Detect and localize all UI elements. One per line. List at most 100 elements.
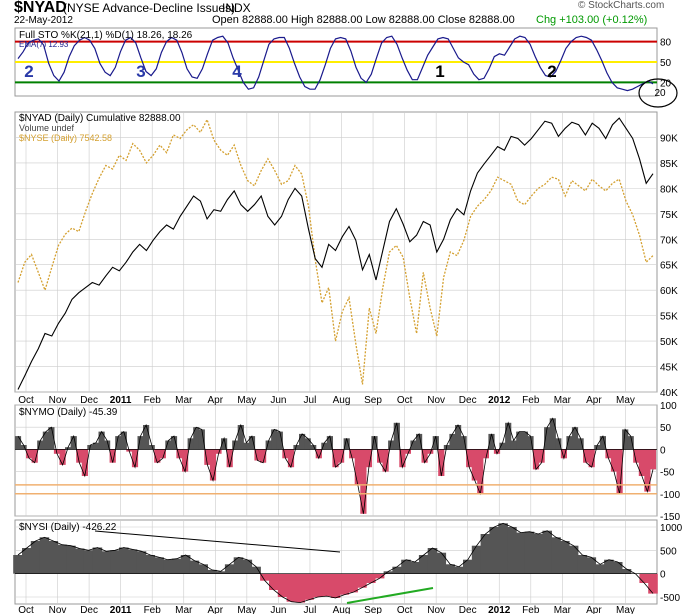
nymo-bar (221, 438, 228, 450)
nysi-bar (189, 560, 200, 574)
nysi-y-tick-label: 500 (660, 546, 677, 557)
nysi-bar (304, 573, 314, 600)
nysi-bar (101, 551, 111, 574)
nymo-bar (109, 449, 116, 463)
nyad-x-tick-label: Nov (49, 395, 67, 406)
nymo-bar (555, 438, 562, 450)
sto-annotation-5: 2 (547, 62, 556, 81)
nyad-x-tick-label: Oct (397, 395, 413, 406)
nymo-bar (159, 449, 166, 459)
nymo-bar (304, 438, 311, 450)
nysi-bar (498, 523, 508, 574)
nymo-bar (232, 440, 239, 450)
nymo-bar (388, 440, 395, 450)
nysi-bar (180, 555, 191, 574)
nymo-bar (633, 449, 640, 463)
nymo-bar (505, 422, 512, 450)
nysi-bar (507, 527, 517, 574)
nysi-bar (224, 564, 235, 574)
nymo-bar (76, 449, 83, 463)
nysi-x-tick-label: 2012 (488, 605, 511, 614)
nyad-x-tick-label: Feb (144, 395, 162, 406)
nymo-bar (182, 449, 189, 472)
sto-annotation-3: 4 (232, 62, 242, 81)
nysi-bar (119, 547, 129, 574)
nysi-x-tick-label: Oct (397, 605, 413, 614)
nysi-bar (22, 548, 32, 574)
nymo-bar (143, 425, 150, 450)
nymo-y-tick-label: -150 (660, 512, 680, 523)
nymo-bar (521, 431, 528, 450)
nymo-bar (70, 436, 77, 450)
nyad-x-tick-label: Mar (554, 395, 572, 406)
nyse-line (17, 117, 654, 385)
nymo-bar (393, 422, 400, 450)
nyad-line (17, 117, 654, 390)
nysi-bar (392, 566, 402, 574)
nymo-bar (455, 425, 462, 450)
sto-circle-callout (638, 78, 678, 108)
nysi-bar (198, 564, 208, 574)
nysi-x-tick-label: Jul (304, 605, 317, 614)
copyright-label: © StockCharts.com (578, 0, 665, 11)
nyad-y-tick-label: 40K (660, 388, 678, 399)
nymo-bar (287, 449, 295, 468)
nysi-bar (313, 573, 323, 597)
sto-annotation-1: 2 (24, 62, 33, 81)
nymo-bar (404, 449, 411, 454)
nymo-bar (14, 436, 22, 450)
nysi-bar (639, 573, 649, 583)
nyad-x-tick-label: Oct (18, 395, 34, 406)
nysi-bar (648, 573, 658, 594)
nymo-y-tick-label: 100 (660, 401, 677, 412)
nymo-bar (549, 418, 556, 450)
nymo-bar (644, 449, 651, 492)
nysi-bar (269, 573, 279, 590)
nysi-bar (542, 530, 552, 574)
nysi-bar (621, 569, 632, 574)
nysi-bar (154, 557, 164, 574)
nymo-bar (176, 449, 183, 459)
nysi-bar (277, 573, 288, 597)
nymo-bar (31, 449, 38, 463)
nymo-bar (193, 427, 200, 450)
nysi-x-tick-label: Oct (18, 605, 34, 614)
nymo-bar (349, 449, 356, 459)
nysi-bar (348, 573, 358, 593)
nymo-bar (360, 449, 367, 514)
nysi-bar (436, 552, 447, 574)
nysi-bar (560, 541, 570, 574)
nysi-x-tick-label: May (237, 605, 256, 614)
nysi-bar (595, 564, 605, 574)
nymo-bar (377, 449, 384, 463)
nymo-bar (37, 440, 44, 450)
sto-legend-label: Full STO %K(21,1) %D(1) 18.26, 18.26 (19, 30, 193, 41)
nymo-bar (482, 449, 489, 459)
nyad-x-tick-label: 2012 (488, 395, 511, 406)
nymo-bar (599, 436, 606, 450)
nymo-bar (104, 440, 111, 450)
nymo-bar (499, 442, 506, 450)
nyad-x-tick-label: Aug (333, 395, 351, 406)
nyad-x-tick-label: Dec (459, 395, 477, 406)
nysi-bar (533, 534, 544, 574)
nysi-bar (74, 548, 85, 574)
nysi-x-tick-label: Feb (522, 605, 540, 614)
nysi-bar (330, 573, 341, 598)
nymo-bar (26, 449, 33, 459)
nymo-bar (622, 429, 629, 450)
nymo-bar (538, 449, 545, 463)
nymo-bar (137, 436, 144, 450)
nymo-bar (209, 449, 217, 481)
nymo-bar (48, 427, 55, 450)
nyad-y-tick-label: 80K (660, 184, 678, 195)
nymo-bar (627, 436, 634, 450)
nyad-x-tick-label: Nov (427, 395, 445, 406)
nysi-bar (339, 573, 350, 595)
nymo-bar (59, 449, 66, 465)
nymo-bar (493, 449, 501, 454)
nysi-bar (145, 555, 156, 574)
nysi-bar (357, 573, 367, 588)
nysi-bar (216, 571, 226, 574)
